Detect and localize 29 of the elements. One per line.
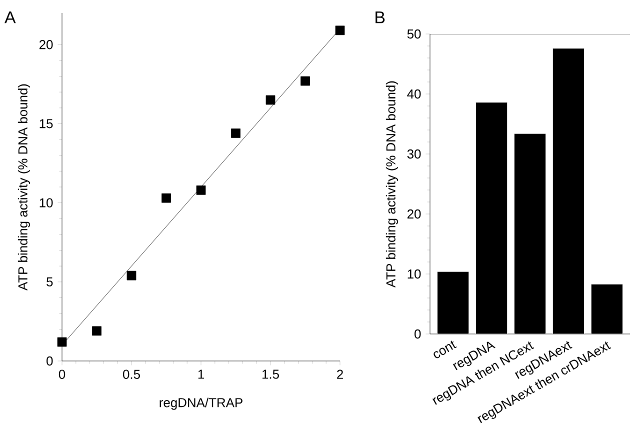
y-axis-title: ATP binding activity (% DNA bound) xyxy=(18,84,30,290)
y-tick-label: 50 xyxy=(407,29,421,39)
point xyxy=(92,326,102,336)
point xyxy=(196,185,206,195)
y-axis-title: ATP binding activity (% DNA bound) xyxy=(386,81,398,288)
y-tick-label: 0 xyxy=(414,329,421,339)
x-tick-label: 1.5 xyxy=(262,370,279,379)
y-tick-label: 20 xyxy=(39,40,53,50)
point xyxy=(335,26,345,36)
x-tick-label: 2 xyxy=(337,370,343,379)
y-tick-label: 15 xyxy=(40,119,53,128)
y-tick-label: 40 xyxy=(407,89,421,99)
x-tick-label: 0 xyxy=(58,370,66,379)
x-axis-title: regDNA/TRAP xyxy=(160,398,242,410)
x-tick-label: 1 xyxy=(198,370,204,379)
point xyxy=(126,270,136,280)
y-tick-label: 30 xyxy=(407,149,421,159)
y-tick-label: 10 xyxy=(40,198,53,208)
point xyxy=(162,193,171,203)
y-tick-label: 5 xyxy=(46,277,53,286)
chart-title: B xyxy=(376,12,385,24)
x-tick-label: 0.5 xyxy=(123,370,140,379)
point xyxy=(231,128,240,138)
chart-title: A xyxy=(4,12,16,24)
point xyxy=(300,76,310,86)
y-tick-label: 20 xyxy=(407,209,421,219)
point xyxy=(57,337,67,347)
y-tick-label: 10 xyxy=(408,269,421,279)
point xyxy=(266,95,276,105)
